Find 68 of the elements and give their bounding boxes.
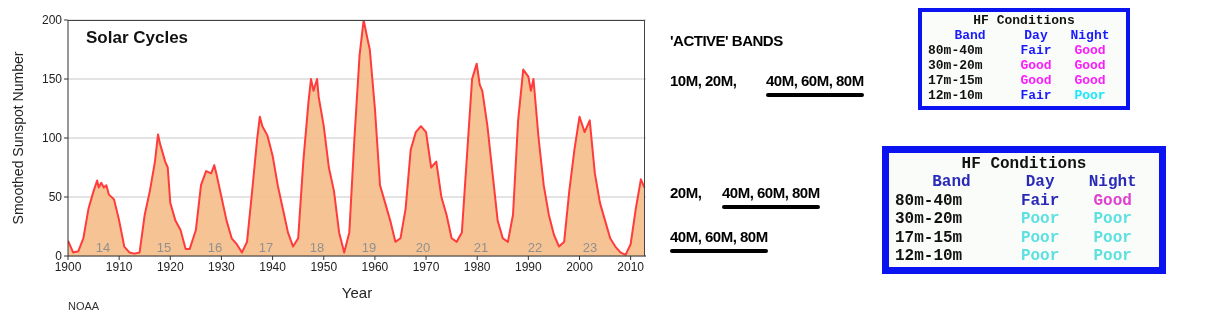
annotation: 19 bbox=[361, 240, 377, 255]
text: Poor bbox=[1093, 246, 1132, 265]
category-label: 17m-15m bbox=[928, 72, 983, 88]
x-tick-label: 1980 bbox=[463, 259, 491, 274]
annotation: 23 bbox=[582, 240, 598, 255]
annotation: 22 bbox=[527, 240, 543, 255]
annotation: 20 bbox=[415, 240, 431, 255]
y-tick-label: 150 bbox=[41, 72, 63, 87]
x-tick-label: 1910 bbox=[105, 259, 133, 274]
category-label: 80m-40m bbox=[895, 191, 963, 210]
annotation: 17 bbox=[258, 240, 274, 255]
x-tick-label: 2010 bbox=[617, 259, 645, 274]
x-tick-label: 1900 bbox=[54, 259, 82, 274]
text: Good bbox=[1074, 57, 1106, 73]
x-tick-label: 1940 bbox=[259, 259, 287, 274]
text: Good bbox=[1020, 57, 1052, 73]
category-label: Band bbox=[953, 27, 987, 44]
annotation: 18 bbox=[309, 240, 325, 255]
text: Poor bbox=[1020, 246, 1060, 265]
category-label: 30m-20m bbox=[895, 210, 963, 229]
y-axis-title: Smoothed Sunspot Number bbox=[9, 51, 26, 225]
text: Poor bbox=[1074, 87, 1106, 103]
text: Poor bbox=[1093, 228, 1132, 247]
category-label: 12m-10m bbox=[895, 246, 963, 265]
text: 10M, 20M, bbox=[670, 72, 737, 89]
text: Fair bbox=[1020, 87, 1052, 103]
annotation: 15 bbox=[156, 240, 172, 255]
category-label: 80m-40m bbox=[928, 42, 983, 58]
annotation: 14 bbox=[95, 240, 111, 255]
category-label: 12m-10m bbox=[928, 87, 983, 103]
text: 40M, 60M, 80M bbox=[722, 184, 820, 201]
annotation: 16 bbox=[207, 240, 223, 255]
x-tick-label: 1990 bbox=[515, 259, 543, 274]
text: Fair bbox=[1020, 191, 1060, 210]
x-tick-label: 1930 bbox=[208, 259, 236, 274]
text: Fair bbox=[1020, 42, 1052, 58]
y-tick-label: 200 bbox=[41, 13, 63, 28]
x-axis-title: Year bbox=[341, 284, 373, 301]
category-label: Day bbox=[1023, 27, 1049, 44]
category-label: Day bbox=[1024, 173, 1056, 192]
text: Poor bbox=[1093, 210, 1132, 229]
x-tick-label: 1950 bbox=[310, 259, 338, 274]
category-label: 30m-20m bbox=[928, 57, 983, 73]
y-tick-label: 100 bbox=[41, 131, 63, 146]
category-label: 17m-15m bbox=[895, 228, 963, 247]
text: Solar Cycles bbox=[86, 28, 189, 48]
text: Poor bbox=[1020, 210, 1060, 229]
text: Good bbox=[1074, 72, 1106, 88]
x-tick-label: 1960 bbox=[361, 259, 389, 274]
category-label: Night bbox=[1069, 27, 1111, 44]
text: 40M, 60M, 80M bbox=[766, 72, 864, 89]
category-label: Night bbox=[1087, 173, 1138, 192]
text: 20M, bbox=[670, 184, 702, 201]
y-tick-label: 50 bbox=[48, 190, 63, 205]
x-tick-label: 1920 bbox=[156, 259, 184, 274]
text: Good bbox=[1093, 191, 1132, 210]
text: 'ACTIVE' BANDS bbox=[670, 32, 783, 49]
annotation: 21 bbox=[473, 240, 489, 255]
category-label: Band bbox=[931, 173, 972, 192]
text: 40M, 60M, 80M bbox=[670, 228, 768, 245]
text: NOAA bbox=[68, 300, 100, 312]
text: HF Conditions bbox=[972, 13, 1076, 29]
text: Good bbox=[1020, 72, 1052, 88]
text: Poor bbox=[1020, 228, 1060, 247]
text: HF Conditions bbox=[960, 155, 1088, 174]
x-tick-label: 2000 bbox=[566, 259, 594, 274]
text: Good bbox=[1074, 42, 1106, 58]
x-tick-label: 1970 bbox=[412, 259, 440, 274]
